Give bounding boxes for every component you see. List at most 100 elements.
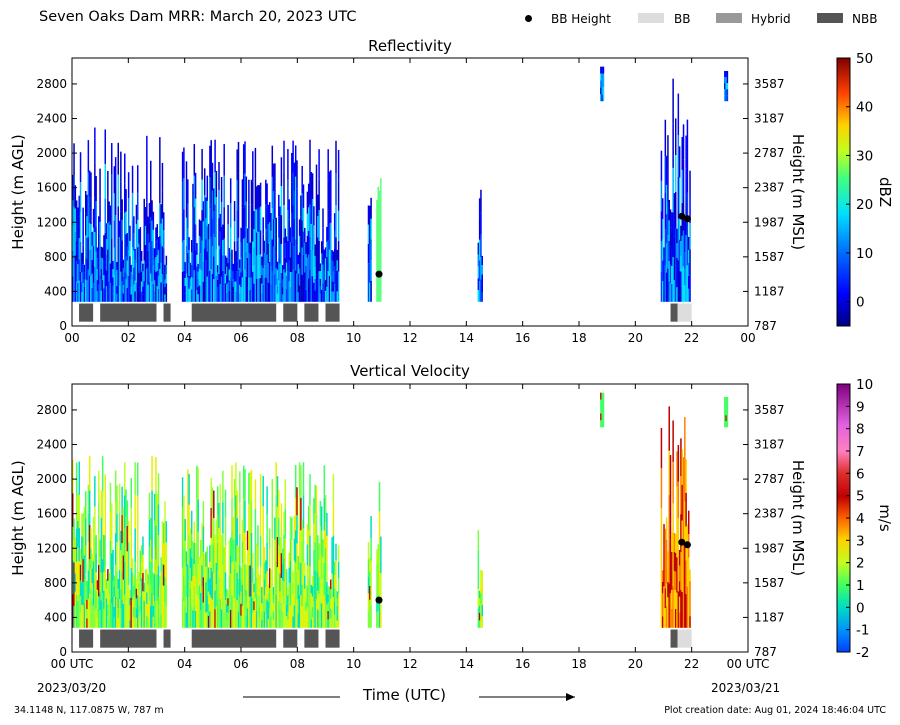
precip-cell (91, 287, 93, 302)
precip-cell (201, 586, 203, 607)
precip-cell (96, 280, 99, 291)
precip-cell (275, 284, 277, 302)
precip-cell (104, 267, 106, 302)
precip-cell (322, 245, 324, 265)
precip-cell (682, 593, 685, 628)
precip-cell (271, 239, 274, 271)
y-axis-label: Height (m AGL) (9, 134, 27, 249)
chart-title: Seven Oaks Dam MRR: March 20, 2023 UTC (39, 9, 357, 25)
precip-cell (94, 162, 96, 198)
legend-bb-height-marker (525, 15, 532, 22)
precip-cell (113, 575, 116, 587)
precip-cell (229, 252, 232, 278)
precip-cell (239, 259, 241, 268)
precip-cell (142, 573, 144, 592)
precip-cell (189, 568, 192, 589)
precip-cell (661, 581, 664, 594)
precip-cell (200, 220, 202, 237)
precip-cell (261, 283, 263, 293)
precip-cell (378, 279, 381, 302)
precip-cell (288, 281, 290, 302)
precip-cell (155, 257, 157, 273)
precip-cell (222, 564, 224, 597)
precip-cell (667, 268, 669, 302)
precip-cell (164, 602, 166, 628)
precip-cell (101, 280, 104, 291)
precip-cell (222, 502, 224, 534)
precip-cell (660, 547, 663, 588)
precip-cell (331, 609, 333, 628)
precip-cell (285, 604, 288, 617)
precip-cell (306, 606, 309, 628)
precip-cell (81, 252, 83, 263)
precip-cell (146, 568, 148, 581)
precip-cell (151, 261, 153, 282)
precip-cell (242, 562, 245, 596)
precip-cell (147, 584, 149, 596)
precip-cell (201, 240, 203, 272)
precip-cell (220, 201, 223, 227)
precip-cell (229, 591, 232, 610)
precip-cell (187, 564, 189, 597)
precip-cell (661, 281, 664, 302)
precip-cell (302, 561, 305, 595)
precip-cell (187, 203, 189, 229)
precip-cell (301, 520, 303, 542)
precip-cell (214, 590, 216, 610)
precip-cell (332, 261, 335, 272)
precip-cell (236, 149, 238, 180)
precip-cell (161, 218, 164, 247)
precip-cell (276, 476, 279, 507)
precip-cell (201, 148, 203, 180)
precip-cell (249, 278, 251, 290)
precip-cell (210, 204, 212, 238)
precip-cell (240, 567, 242, 580)
precip-cell (198, 599, 201, 614)
precip-cell (235, 281, 237, 292)
precip-cell (253, 583, 255, 593)
precip-cell (274, 605, 276, 628)
precip-cell (109, 224, 112, 245)
precip-cell (231, 497, 233, 531)
precip-cell (667, 235, 669, 269)
precip-cell (258, 585, 261, 596)
y-tick-label: 400 (44, 284, 67, 298)
precip-cell (318, 560, 320, 578)
precip-cell (311, 199, 314, 225)
precip-cell (165, 255, 168, 265)
precip-cell (160, 243, 162, 263)
precip-cell (326, 271, 328, 287)
precip-cell (90, 198, 92, 225)
precip-cell (206, 579, 209, 596)
precip-cell (257, 278, 259, 302)
precip-cell (306, 523, 309, 545)
colorbar-label: m/s (876, 504, 894, 532)
precip-cell (281, 611, 284, 628)
precip-cell (283, 237, 285, 270)
precip-cell (112, 612, 114, 628)
precip-cell (236, 600, 238, 628)
precip-cell (253, 610, 255, 619)
precip-cell (337, 578, 340, 595)
precip-cell (323, 595, 326, 628)
precip-cell (226, 619, 228, 628)
precip-cell (86, 194, 88, 217)
precip-cell (83, 279, 86, 287)
precip-cell (370, 538, 372, 561)
legend-hybrid-swatch (716, 13, 742, 23)
precip-cell (216, 279, 219, 288)
precip-cell (107, 249, 109, 276)
precip-cell (239, 284, 241, 294)
precip-cell (261, 256, 263, 266)
precip-cell (92, 561, 95, 584)
precip-cell (73, 518, 75, 541)
precip-cell (378, 257, 381, 280)
precip-cell (677, 260, 680, 302)
precip-cell (689, 275, 691, 302)
precip-cell (674, 590, 677, 610)
colorbar-tick-label: 5 (856, 489, 865, 505)
precip-cell (287, 619, 289, 628)
precip-cell (304, 614, 306, 628)
precip-cell (478, 198, 481, 220)
precip-cell (324, 574, 327, 602)
